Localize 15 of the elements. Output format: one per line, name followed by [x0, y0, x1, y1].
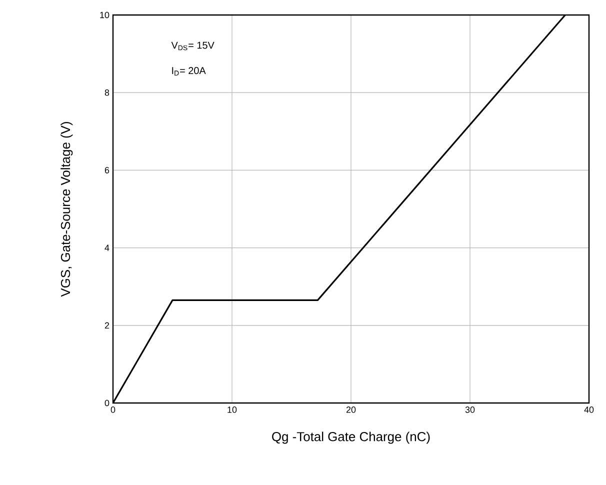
y-tick-label: 0: [104, 400, 110, 406]
y-tick-label: 8: [104, 89, 110, 96]
x-axis-title: Qg -Total Gate Charge (nC): [272, 432, 430, 444]
annotation: V$_{DS}$= 15V: [171, 42, 214, 50]
y-tick-label: 2: [104, 322, 110, 329]
x-tick-label: 30: [465, 406, 475, 413]
y-tick-label: 6: [104, 167, 110, 174]
x-tick-label: 10: [228, 406, 237, 413]
x-tick-label: 20: [346, 406, 356, 413]
x-tick-label: 0: [110, 406, 116, 413]
y-tick-label: 4: [104, 244, 110, 251]
y-axis-title: VGS, Gate-Source Voltage (V): [60, 122, 73, 297]
y-tick-label: 10: [100, 12, 110, 18]
annotation: I$_{D}$= 20A: [172, 67, 206, 76]
x-tick-label: 40: [584, 406, 594, 413]
